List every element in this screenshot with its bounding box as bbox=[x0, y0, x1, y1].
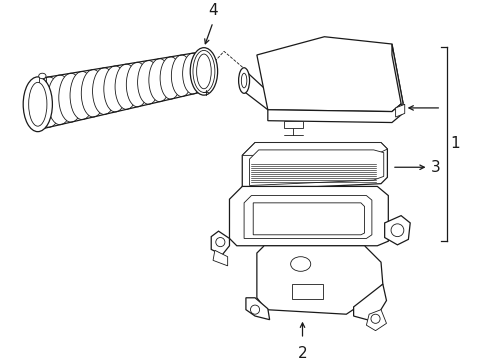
Ellipse shape bbox=[25, 79, 50, 130]
Ellipse shape bbox=[104, 66, 127, 112]
Ellipse shape bbox=[81, 69, 105, 117]
Ellipse shape bbox=[193, 50, 215, 93]
Ellipse shape bbox=[70, 71, 94, 120]
Ellipse shape bbox=[36, 77, 61, 127]
Polygon shape bbox=[244, 69, 268, 110]
Ellipse shape bbox=[250, 305, 260, 314]
Polygon shape bbox=[249, 150, 384, 185]
Ellipse shape bbox=[138, 60, 160, 104]
Ellipse shape bbox=[190, 48, 218, 95]
Polygon shape bbox=[257, 37, 403, 112]
Ellipse shape bbox=[126, 62, 148, 107]
Polygon shape bbox=[367, 310, 387, 330]
Ellipse shape bbox=[48, 75, 73, 125]
Polygon shape bbox=[284, 121, 302, 128]
Ellipse shape bbox=[194, 51, 214, 91]
Ellipse shape bbox=[196, 54, 211, 89]
Ellipse shape bbox=[239, 68, 249, 93]
Polygon shape bbox=[244, 195, 372, 238]
Ellipse shape bbox=[183, 53, 203, 94]
Text: 1: 1 bbox=[450, 136, 460, 152]
Ellipse shape bbox=[216, 238, 225, 247]
Text: 2: 2 bbox=[298, 346, 307, 360]
Ellipse shape bbox=[371, 314, 380, 323]
Ellipse shape bbox=[149, 59, 171, 102]
Text: 4: 4 bbox=[208, 3, 218, 18]
Polygon shape bbox=[242, 143, 388, 190]
Polygon shape bbox=[253, 203, 365, 235]
Polygon shape bbox=[395, 104, 405, 117]
Ellipse shape bbox=[115, 64, 138, 109]
Ellipse shape bbox=[391, 224, 404, 237]
Polygon shape bbox=[292, 284, 322, 299]
Polygon shape bbox=[392, 44, 403, 113]
Ellipse shape bbox=[93, 68, 116, 114]
Polygon shape bbox=[242, 143, 388, 156]
Polygon shape bbox=[354, 284, 387, 321]
Polygon shape bbox=[213, 250, 228, 266]
Ellipse shape bbox=[59, 73, 83, 122]
Ellipse shape bbox=[242, 73, 247, 88]
Polygon shape bbox=[257, 246, 383, 314]
Polygon shape bbox=[229, 186, 388, 246]
Ellipse shape bbox=[23, 77, 52, 132]
Ellipse shape bbox=[28, 82, 47, 126]
Ellipse shape bbox=[39, 73, 46, 79]
Polygon shape bbox=[246, 298, 270, 320]
Ellipse shape bbox=[291, 257, 311, 271]
Polygon shape bbox=[268, 103, 403, 122]
Polygon shape bbox=[211, 231, 229, 255]
Ellipse shape bbox=[160, 57, 181, 99]
Ellipse shape bbox=[172, 55, 192, 96]
Text: 3: 3 bbox=[431, 160, 441, 175]
Polygon shape bbox=[385, 216, 410, 245]
